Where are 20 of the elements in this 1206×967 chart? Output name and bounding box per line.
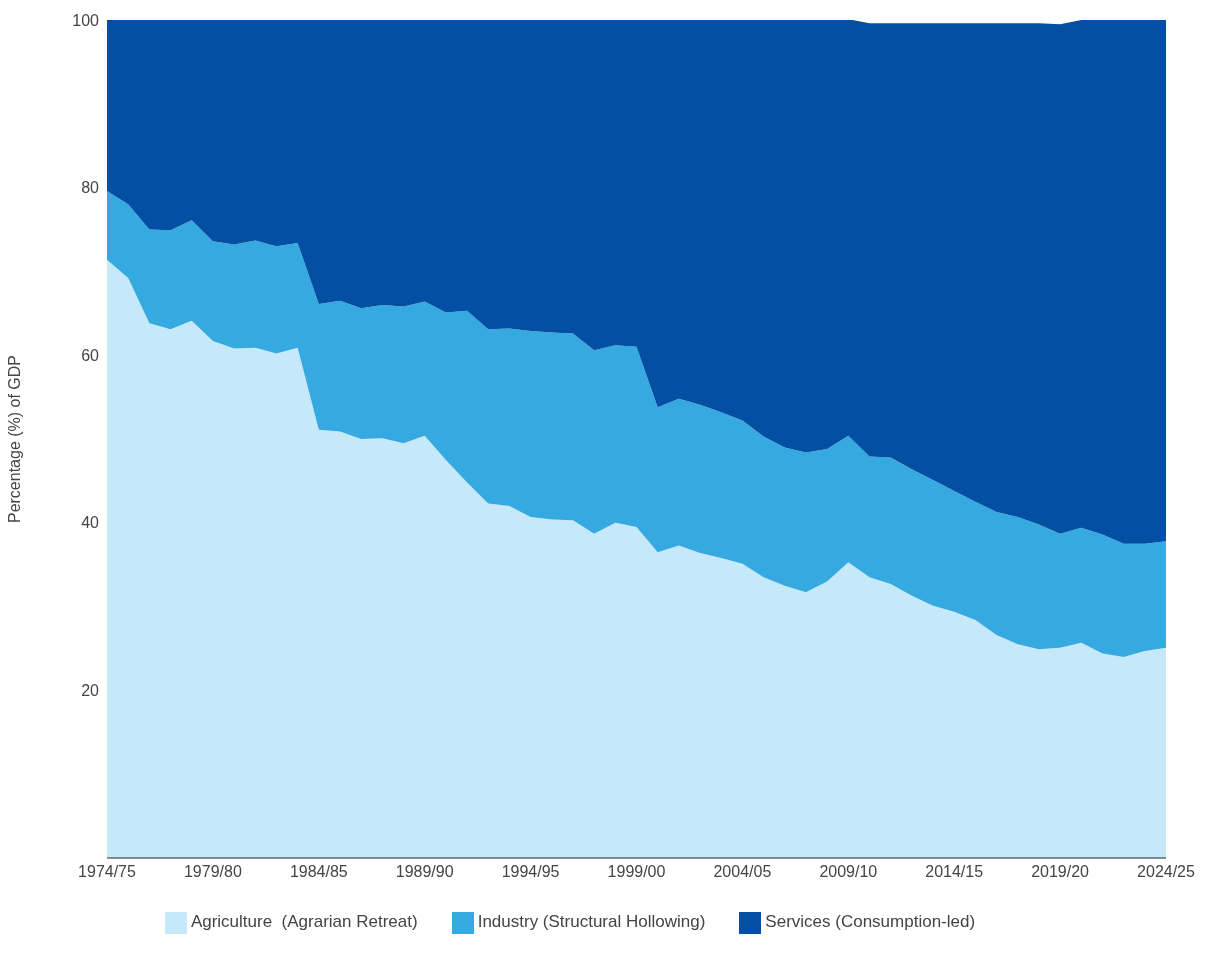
legend-label: Agriculture (Agrarian Retreat) — [190, 912, 418, 932]
x-tick-label: 2014/15 — [925, 863, 984, 881]
x-tick-label: 1974/75 — [78, 863, 137, 881]
x-tick-label: 1999/00 — [607, 863, 666, 881]
y-tick-label: 80 — [81, 179, 100, 197]
x-tick-label: 2024/25 — [1137, 863, 1196, 881]
y-tick-label: 40 — [81, 514, 100, 532]
y-tick-label: 20 — [81, 682, 100, 700]
x-tick-label: 2004/05 — [713, 863, 772, 881]
x-tick-label: 1989/90 — [395, 863, 454, 881]
x-tick-label: 1979/80 — [183, 863, 242, 881]
x-tick-label: 1994/95 — [501, 863, 560, 881]
y-axis-title: Percentage (%) of GDP — [5, 354, 23, 524]
x-tick-label: 2019/20 — [1031, 863, 1090, 881]
legend-label: Services (Consumption-led) — [765, 912, 976, 932]
x-tick-label: 1984/85 — [289, 863, 348, 881]
x-tick-label: 2009/10 — [819, 863, 878, 881]
y-tick-label: 100 — [72, 11, 100, 29]
legend-label: Industry (Structural Hollowing) — [477, 912, 706, 932]
y-tick-label: 60 — [81, 346, 100, 364]
